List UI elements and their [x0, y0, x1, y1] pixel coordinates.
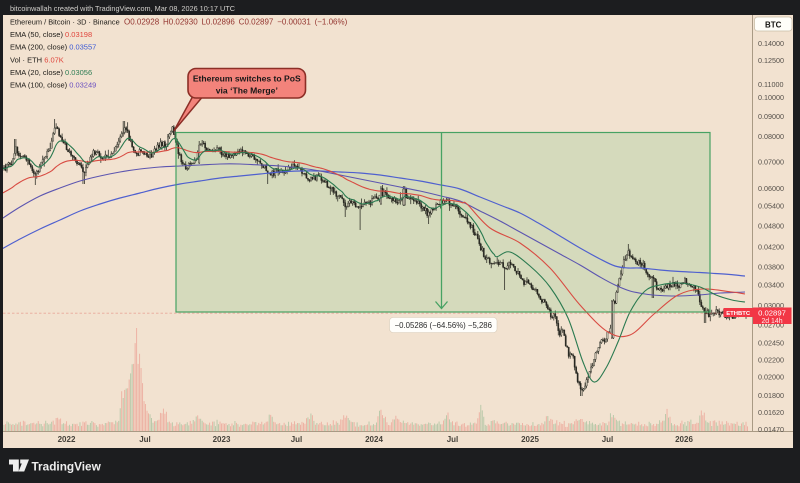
svg-text:0.02450: 0.02450 [758, 338, 784, 347]
svg-text:0.02000: 0.02000 [758, 372, 784, 381]
svg-text:0.07000: 0.07000 [758, 157, 784, 166]
svg-text:0.11000: 0.11000 [758, 80, 783, 89]
svg-text:ETHBTC: ETHBTC [726, 311, 751, 317]
svg-text:TradingView: TradingView [32, 460, 102, 474]
svg-text:0.03000: 0.03000 [758, 301, 784, 310]
svg-text:Ethereum switches to PoS: Ethereum switches to PoS [193, 74, 301, 84]
svg-text:0.02700: 0.02700 [758, 320, 784, 329]
svg-text:2026: 2026 [675, 435, 693, 444]
svg-text:0.09000: 0.09000 [758, 112, 784, 121]
svg-text:−0.05286 (−64.56%) −5,286: −0.05286 (−64.56%) −5,286 [395, 321, 492, 330]
svg-text:0.03800: 0.03800 [758, 262, 784, 271]
svg-text:0.01620: 0.01620 [758, 408, 784, 417]
svg-text:0.12500: 0.12500 [758, 56, 784, 65]
svg-text:2024: 2024 [365, 435, 383, 444]
svg-text:2025: 2025 [521, 435, 539, 444]
svg-text:EMA (100, close) 0.03249: EMA (100, close) 0.03249 [10, 80, 96, 89]
svg-text:0.06000: 0.06000 [758, 184, 784, 193]
svg-text:0.03400: 0.03400 [758, 280, 784, 289]
svg-text:0.14000: 0.14000 [758, 39, 784, 48]
svg-text:Jul: Jul [291, 435, 303, 444]
svg-text:0.04800: 0.04800 [758, 221, 784, 230]
svg-text:EMA (20, close) 0.03056: EMA (20, close) 0.03056 [10, 68, 92, 77]
svg-text:bitcoinwallah created with Tra: bitcoinwallah created with TradingView.c… [10, 4, 235, 13]
svg-text:Vol · ETH 6.07K: Vol · ETH 6.07K [10, 55, 64, 64]
svg-text:0.02897: 0.02897 [758, 308, 786, 317]
svg-text:0.10000: 0.10000 [758, 93, 784, 102]
svg-text:EMA (200, close) 0.03557: EMA (200, close) 0.03557 [10, 43, 96, 52]
svg-text:Ethereum / Bitcoin · 3D · Bina: Ethereum / Bitcoin · 3D · Binance [10, 18, 120, 27]
svg-text:2023: 2023 [213, 435, 231, 444]
svg-text:0.04200: 0.04200 [758, 242, 784, 251]
svg-text:BTC: BTC [765, 20, 782, 29]
svg-text:0.05400: 0.05400 [758, 201, 784, 210]
svg-text:Jul: Jul [447, 435, 459, 444]
svg-text:0.08000: 0.08000 [758, 132, 784, 141]
svg-text:0.01470: 0.01470 [758, 425, 784, 434]
svg-text:Jul: Jul [602, 435, 614, 444]
svg-text:EMA (50, close) 0.03198: EMA (50, close) 0.03198 [10, 30, 92, 39]
svg-text:2022: 2022 [58, 435, 76, 444]
svg-text:O0.02928 H0.02930 L0.02896 C0.: O0.02928 H0.02930 L0.02896 C0.02897 −0.0… [124, 18, 348, 27]
svg-text:0.02200: 0.02200 [758, 355, 784, 364]
svg-text:2d 14h: 2d 14h [761, 318, 782, 325]
svg-text:Jul: Jul [139, 435, 151, 444]
svg-text:0.01800: 0.01800 [758, 391, 784, 400]
svg-text:via ‘The Merge’: via ‘The Merge’ [216, 86, 278, 96]
